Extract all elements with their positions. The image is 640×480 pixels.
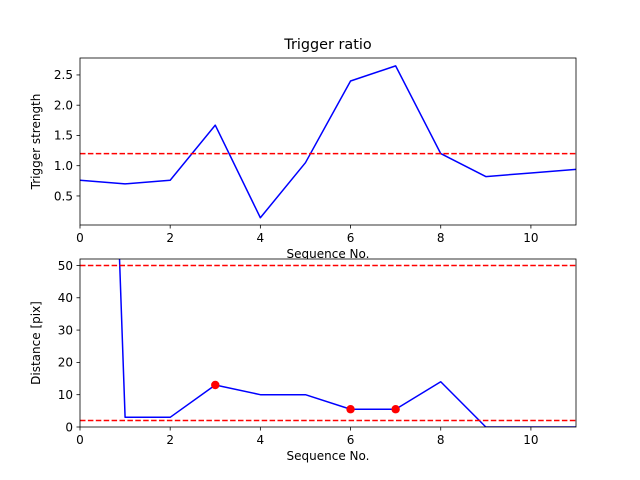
top-subplot: 0 2 4 6 8 10 0.5 1.0 1.5 2.0 2.5 Sequence No. Trigge…: [29, 37, 577, 261]
bottom-marker-point: [211, 380, 220, 390]
top-x-tick-label: 4: [257, 231, 265, 245]
top-y-tick-label: 0.5: [54, 189, 73, 203]
top-y-tick-label: 2.5: [54, 68, 73, 82]
bottom-subplot: 0 2 4 6 8 10 0 10 20 30 40 50 Sequence No. Distance […: [29, 258, 577, 463]
bottom-y-tick-label: 50: [58, 259, 73, 273]
top-axes-frame: [79, 57, 577, 226]
top-series-line-0: [80, 65, 576, 219]
top-x-tick-label: 6: [347, 231, 355, 245]
top-x-axis-label: Sequence No.: [287, 247, 370, 261]
top-x-tick-label: 2: [166, 231, 174, 245]
bottom-x-tick-label: 2: [166, 433, 174, 447]
bottom-x-tick-label: 6: [347, 433, 355, 447]
top-x-tick-label: 0: [76, 231, 84, 245]
bottom-y-tick-label: 0: [65, 420, 73, 434]
bottom-axes-background: [80, 259, 576, 427]
bottom-axes-frame: [79, 258, 577, 428]
top-chart-title: Trigger ratio: [283, 37, 372, 53]
bottom-marker-point: [346, 405, 355, 414]
bottom-marker-point: [391, 405, 400, 414]
bottom-x-tick-label: 0: [76, 433, 84, 447]
bottom-y-tick-label: 10: [58, 388, 73, 402]
bottom-y-axis-label: Distance [pix]: [29, 301, 43, 385]
top-y-tick-label: 1.0: [54, 159, 73, 173]
top-x-tick-label: 8: [437, 231, 445, 245]
top-y-tick-label: 1.5: [54, 129, 73, 143]
bottom-series-line-0: [118, 259, 576, 427]
bottom-x-tick-label: 10: [523, 433, 538, 447]
bottom-y-tick-label: 20: [58, 356, 73, 370]
bottom-x-tick-label: 8: [437, 433, 445, 447]
bottom-x-axis-label: Sequence No.: [287, 449, 370, 463]
top-x-tick-label: 10: [523, 231, 538, 245]
bottom-y-tick-label: 40: [58, 291, 73, 305]
top-y-tick-label: 2.0: [54, 98, 73, 112]
bottom-x-tick-label: 4: [257, 433, 265, 447]
bottom-y-tick-label: 30: [58, 323, 73, 337]
top-y-axis-label: Trigger strength: [29, 94, 43, 191]
